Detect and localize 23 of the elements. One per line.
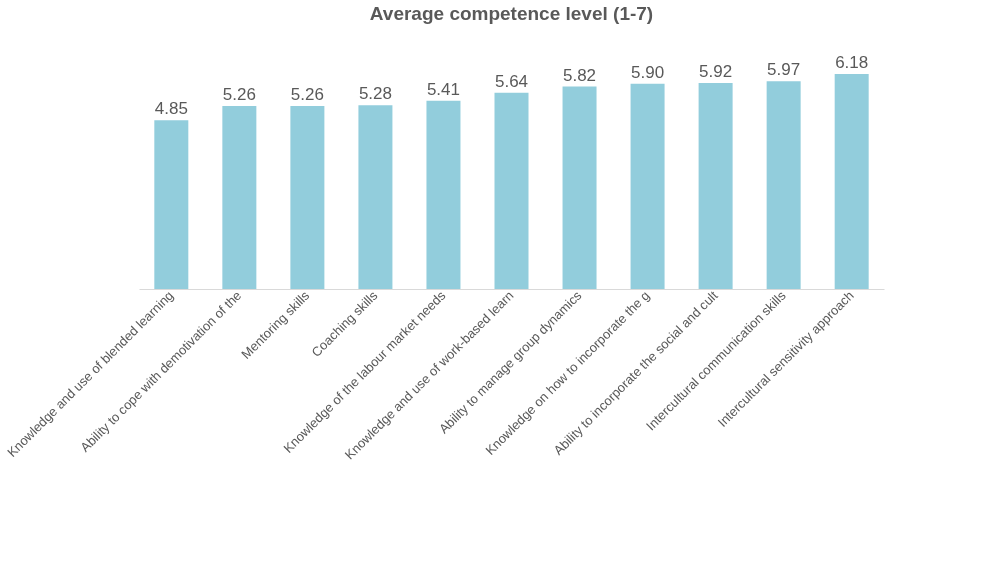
data-label: 5.26	[222, 85, 256, 105]
data-label: 5.90	[631, 62, 665, 82]
bar	[290, 106, 325, 289]
bar	[494, 92, 529, 289]
data-label: 5.26	[290, 85, 324, 105]
bar	[222, 106, 257, 289]
bar	[426, 100, 461, 289]
bar	[630, 83, 665, 289]
bar	[154, 120, 189, 289]
data-label: 5.64	[494, 71, 529, 91]
data-label: 5.28	[358, 84, 392, 104]
data-label: 5.97	[767, 60, 801, 80]
chart-title: Average competence level (1-7)	[369, 3, 654, 24]
data-label: 6.18	[835, 53, 869, 72]
data-label: 4.85	[154, 99, 188, 119]
data-label: 5.41	[426, 79, 461, 99]
bar	[698, 83, 733, 289]
data-label: 5.82	[562, 65, 597, 85]
bar	[562, 86, 597, 289]
bar	[834, 74, 869, 289]
bar	[358, 105, 393, 289]
bar	[766, 81, 801, 289]
data-label: 5.92	[699, 62, 733, 82]
